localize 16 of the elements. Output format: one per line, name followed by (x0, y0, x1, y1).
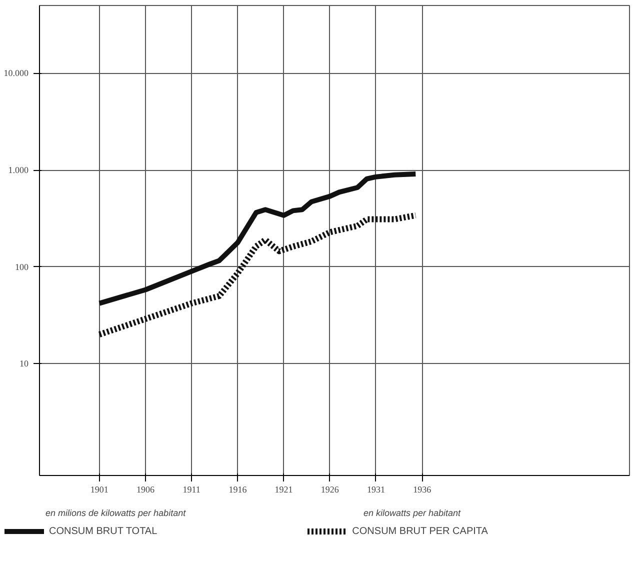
x-tick-label: 1906 (136, 484, 156, 494)
x-tick-label: 1926 (320, 484, 340, 494)
y-tick-label: 10.000 (4, 68, 29, 78)
x-tick-label: 1931 (366, 484, 385, 494)
x-tick-label: 1916 (228, 484, 248, 494)
legend-label: CONSUM BRUT PER CAPITA (352, 526, 488, 536)
x-tick-label: 1936 (413, 484, 432, 494)
x-tick-label: 1911 (182, 484, 200, 494)
text: en milions de kilowatts per habitant (46, 508, 186, 518)
y-tick-label: 100 (15, 262, 29, 272)
x-tick-label: 1921 (274, 484, 293, 494)
text: en kilowatts per habitant (364, 508, 462, 518)
legend-label: CONSUM BRUT TOTAL (49, 526, 158, 536)
y-tick-label: 10 (20, 358, 29, 369)
y-tick-label: 1.000 (8, 165, 29, 176)
x-tick-label: 1901 (90, 484, 108, 494)
